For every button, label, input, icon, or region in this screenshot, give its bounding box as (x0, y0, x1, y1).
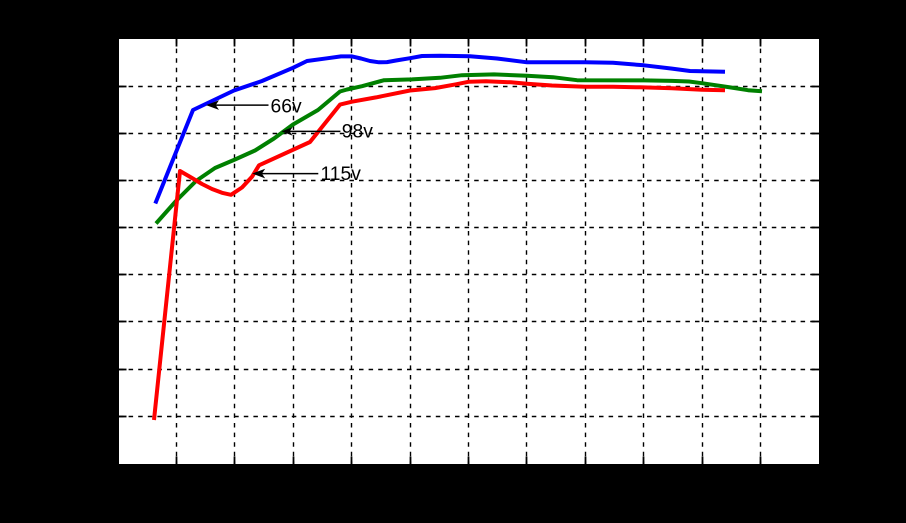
svg-text:66v: 66v (271, 97, 302, 118)
svg-text:115v: 115v (321, 164, 362, 185)
svg-text:98v: 98v (342, 122, 373, 143)
